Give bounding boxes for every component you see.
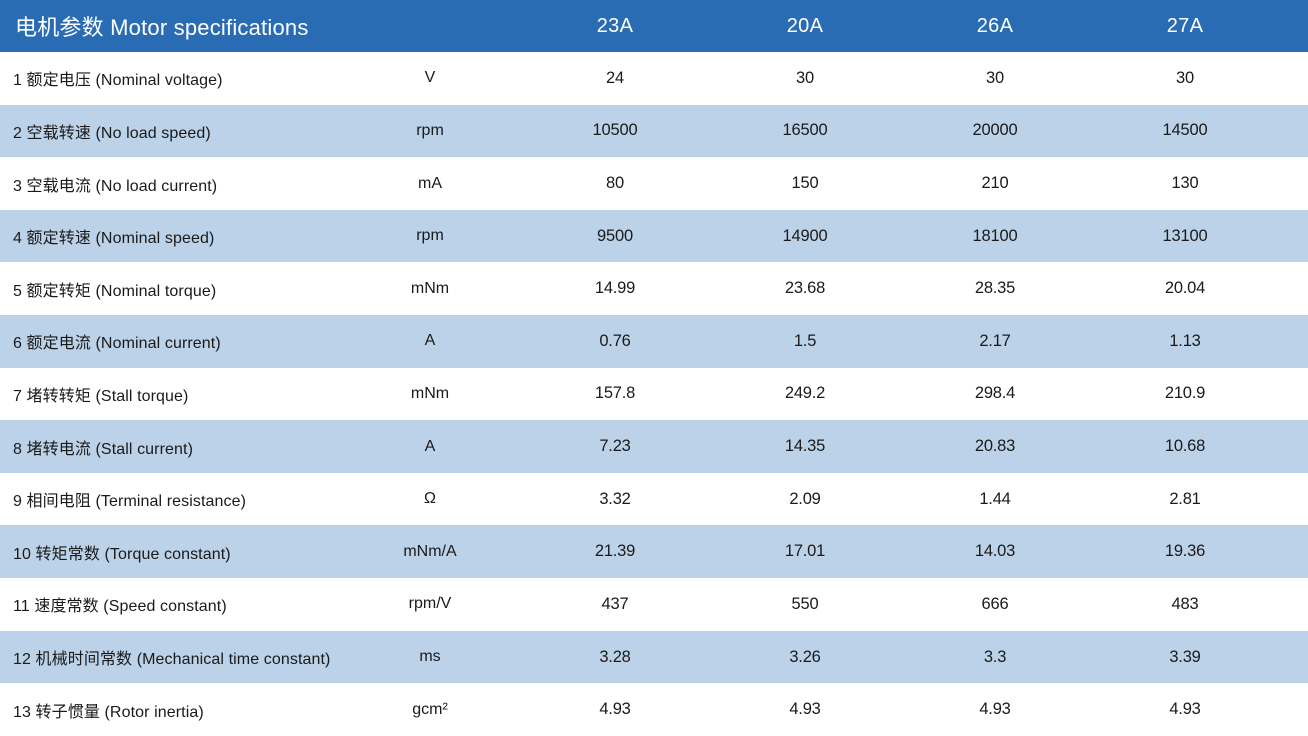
row-value: 249.2 [784,384,826,403]
row-value: 21.39 [594,542,636,561]
row-value: 9500 [597,226,633,245]
table-row: 3 空载电流 (No load current) mA 80 150 210 130 [0,157,1308,210]
row-value: 10.68 [1164,437,1206,456]
column-header-26a: 26A [976,14,1014,37]
row-unit: mA [418,174,442,192]
row-value: 157.8 [594,384,636,403]
row-label: 12 机械时间常数 (Mechanical time constant) [13,651,331,668]
row-value: 3.32 [599,489,631,508]
row-value: 3.39 [1169,647,1201,666]
row-value: 14.99 [594,279,636,298]
row-value: 3.26 [789,647,821,666]
row-unit: gcm² [412,700,448,718]
row-value: 210 [981,174,1009,193]
column-header-27a: 27A [1166,14,1204,37]
row-label: 7 堵转转矩 (Stall torque) [13,387,189,405]
row-value: 28.35 [974,279,1016,298]
row-value: 30 [1176,68,1194,87]
row-value: 13100 [1162,226,1208,245]
row-label: 11 速度常数 (Speed constant) [13,598,227,616]
row-value: 20.83 [974,437,1016,456]
row-value: 210.9 [1164,384,1206,403]
row-value: 4.93 [789,700,821,719]
row-unit: ms [419,648,441,665]
row-value: 19.36 [1164,542,1206,561]
row-value: 0.76 [599,331,631,350]
row-unit: A [424,437,436,455]
row-value: 483 [1171,594,1199,613]
row-value: 14.03 [974,542,1016,561]
row-value: 20.04 [1164,279,1206,298]
table-row: 1 额定电压 (Nominal voltage) V 24 30 30 30 [0,52,1308,105]
row-value: 1.5 [793,331,817,350]
row-unit: V [424,69,436,87]
table-row: 11 速度常数 (Speed constant) rpm/V 437 550 666 48… [0,578,1308,631]
row-unit: rpm [416,121,444,139]
row-value: 1.44 [979,489,1011,508]
column-header-23a: 23A [596,14,634,37]
table-row: 13 转子惯量 (Rotor inertia) gcm² 4.93 4.93 4.93 4… [0,683,1308,736]
row-value: 3.28 [599,647,631,666]
row-value: 23.68 [784,279,826,298]
row-label: 6 额定电流 (Nominal current) [13,335,221,353]
row-label: 13 转子惯量 (Rotor inertia) [13,703,204,721]
row-value: 130 [1171,174,1199,193]
row-unit: mNm [410,384,450,402]
table-row: 7 堵转转矩 (Stall torque) mNm 157.8 249.2 298.4 2… [0,368,1308,421]
row-value: 17.01 [784,542,826,561]
row-value: 30 [796,68,814,87]
row-value: 10500 [592,121,638,140]
row-value: 20000 [972,121,1018,140]
row-label: 4 额定转速 (Nominal speed) [13,230,215,248]
row-label: 10 转矩常数 (Torque constant) [13,545,231,563]
row-unit: mNm/A [403,542,457,560]
row-value: 80 [606,174,624,193]
row-value: 666 [981,594,1009,613]
row-value: 4.93 [1169,700,1201,719]
table-row: 5 额定转矩 (Nominal torque) mNm 14.99 23.68 28.3… [0,262,1308,315]
row-value: 4.93 [979,700,1011,719]
table-row: 2 空载转速 (No load speed) rpm 10500 16500 20000… [0,104,1308,158]
row-unit: Ω [424,490,436,508]
table-row: 6 额定电流 (Nominal current) A 0.76 1.5 2.17 1.13 [0,315,1308,368]
row-value: 150 [791,174,819,193]
row-value: 4.93 [599,700,631,719]
row-label: 3 空载电流 (No load current) [13,177,218,195]
table-title: 电机参数 Motor specifications [15,15,309,40]
row-value: 14500 [1162,121,1208,140]
row-value: 3.3 [983,647,1007,666]
table-row: 9 相间电阻 (Terminal resistance) Ω 3.32 2.09 1.4… [0,473,1308,526]
row-value: 437 [601,594,629,613]
row-value: 7.23 [599,437,631,456]
row-value: 14900 [782,226,828,245]
row-label: 5 额定转矩 (Nominal torque) [13,282,217,300]
row-value: 30 [986,68,1004,87]
row-unit: A [424,332,436,350]
row-value: 1.13 [1169,331,1201,350]
row-label: 1 额定电压 (Nominal voltage) [13,72,223,90]
table-row: 8 堵转电流 (Stall current) A 7.23 14.35 20.83 10.… [0,420,1308,473]
row-unit: rpm [416,227,444,245]
column-header-20a: 20A [786,14,824,37]
row-value: 16500 [782,121,828,140]
row-label: 2 空载转速 (No load speed) [13,124,211,142]
row-unit: rpm/V [408,595,452,613]
row-unit: mNm [410,279,450,297]
row-value: 2.81 [1169,489,1201,508]
row-value: 550 [791,594,819,613]
table-header-row: 电机参数 Motor specifications 23A 20A 26A 27… [0,0,1308,52]
row-value: 24 [606,68,624,87]
row-value: 2.17 [979,331,1011,350]
row-label: 8 堵转电流 (Stall current) [13,440,194,458]
row-value: 298.4 [974,384,1016,403]
row-value: 2.09 [789,489,821,508]
table-row: 12 机械时间常数 (Mechanical time constant) ms 3.… [0,630,1308,684]
table-row: 10 转矩常数 (Torque constant) mNm/A 21.39 17.01… [0,525,1308,579]
row-value: 14.35 [784,437,826,456]
table-row: 4 额定转速 (Nominal speed) rpm 9500 14900 18100 1… [0,209,1308,263]
row-value: 18100 [972,226,1018,245]
row-label: 9 相间电阻 (Terminal resistance) [13,493,247,511]
